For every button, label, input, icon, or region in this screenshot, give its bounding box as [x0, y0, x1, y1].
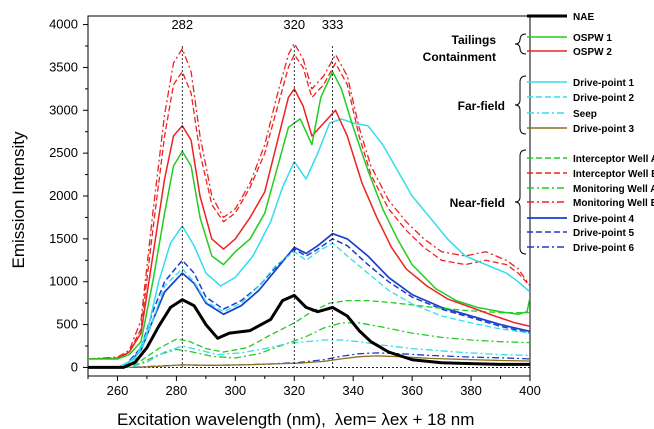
x-axis-title-main: Excitation wavelength (nm),: [117, 410, 326, 429]
y-tick-label: 2000: [49, 188, 78, 203]
peak-label: 333: [322, 17, 344, 32]
series-line: [88, 352, 530, 369]
x-tick-label: 380: [460, 383, 482, 398]
legend-label: OSPW 1: [573, 33, 612, 44]
series-line: [88, 355, 530, 369]
legend-brace: [514, 149, 527, 255]
y-tick-label: 3000: [49, 102, 78, 117]
legend-group-label: Far-field: [458, 99, 505, 113]
series-line: [88, 299, 530, 369]
x-tick-label: 320: [283, 383, 305, 398]
x-tick-label: 360: [401, 383, 423, 398]
legend-brace: [514, 33, 527, 55]
y-tick-label: 0: [71, 359, 78, 374]
peak-label: 320: [283, 17, 305, 32]
y-axis-title: Emission Intensity: [9, 131, 28, 268]
legend-label: OSPW 2: [573, 47, 612, 58]
x-tick-label: 280: [166, 383, 188, 398]
chart-legend: NAE OSPW 1 OSPW 2 Drive-point 1 Drive-point …: [423, 12, 654, 255]
legend-group-label: Containment: [423, 50, 496, 64]
peak-label: 282: [171, 17, 193, 32]
y-tick-label: 3500: [49, 59, 78, 74]
x-tick-label: 340: [342, 383, 364, 398]
y-tick-label: 2500: [49, 145, 78, 160]
series-line: [88, 232, 530, 369]
series-line: [88, 242, 530, 369]
series-line: [88, 88, 530, 360]
legend-brace: [514, 75, 527, 135]
y-tick-label: 1000: [49, 274, 78, 289]
legend-label: Interceptor Well A: [573, 154, 654, 165]
x-tick-label: 300: [224, 383, 246, 398]
legend-group-label: Near-field: [450, 196, 505, 210]
legend-group-label: Tailings: [452, 33, 497, 47]
series-line: [88, 53, 530, 360]
peak-markers: 282 320 333: [171, 17, 343, 368]
legend-label: Drive-point 2: [573, 93, 635, 104]
legend-label: Drive-point 6: [573, 243, 635, 254]
legend-label: Drive-point 1: [573, 78, 635, 89]
x-tick-label: 260: [107, 383, 129, 398]
x-axis-title: Excitation wavelength (nm), λem= λex + 1…: [117, 410, 474, 429]
y-tick-label: 4000: [49, 17, 78, 32]
legend-label: Monitoring Well A: [573, 184, 654, 195]
legend-label: Drive-point 5: [573, 228, 635, 239]
legend-label: Drive-point 4: [573, 214, 635, 225]
y-tick-label: 1500: [49, 231, 78, 246]
series-line: [88, 339, 530, 369]
legend-label: Monitoring Well B: [573, 198, 654, 209]
legend-label: Interceptor Well B: [573, 169, 654, 180]
series-line: [88, 293, 530, 369]
legend-label: Drive-point 3: [573, 124, 635, 135]
chart-axes: 260 280 300 320 340 360 380 4000500100015002000…: [49, 15, 541, 398]
x-axis-title-suffix: λem= λex + 18 nm: [335, 410, 475, 429]
series-line: [88, 118, 530, 369]
y-tick-label: 500: [56, 317, 78, 332]
legend-label: NAE: [573, 12, 594, 23]
x-tick-label: 400: [519, 383, 541, 398]
series-line: [88, 42, 530, 360]
legend-label: Seep: [573, 109, 597, 120]
